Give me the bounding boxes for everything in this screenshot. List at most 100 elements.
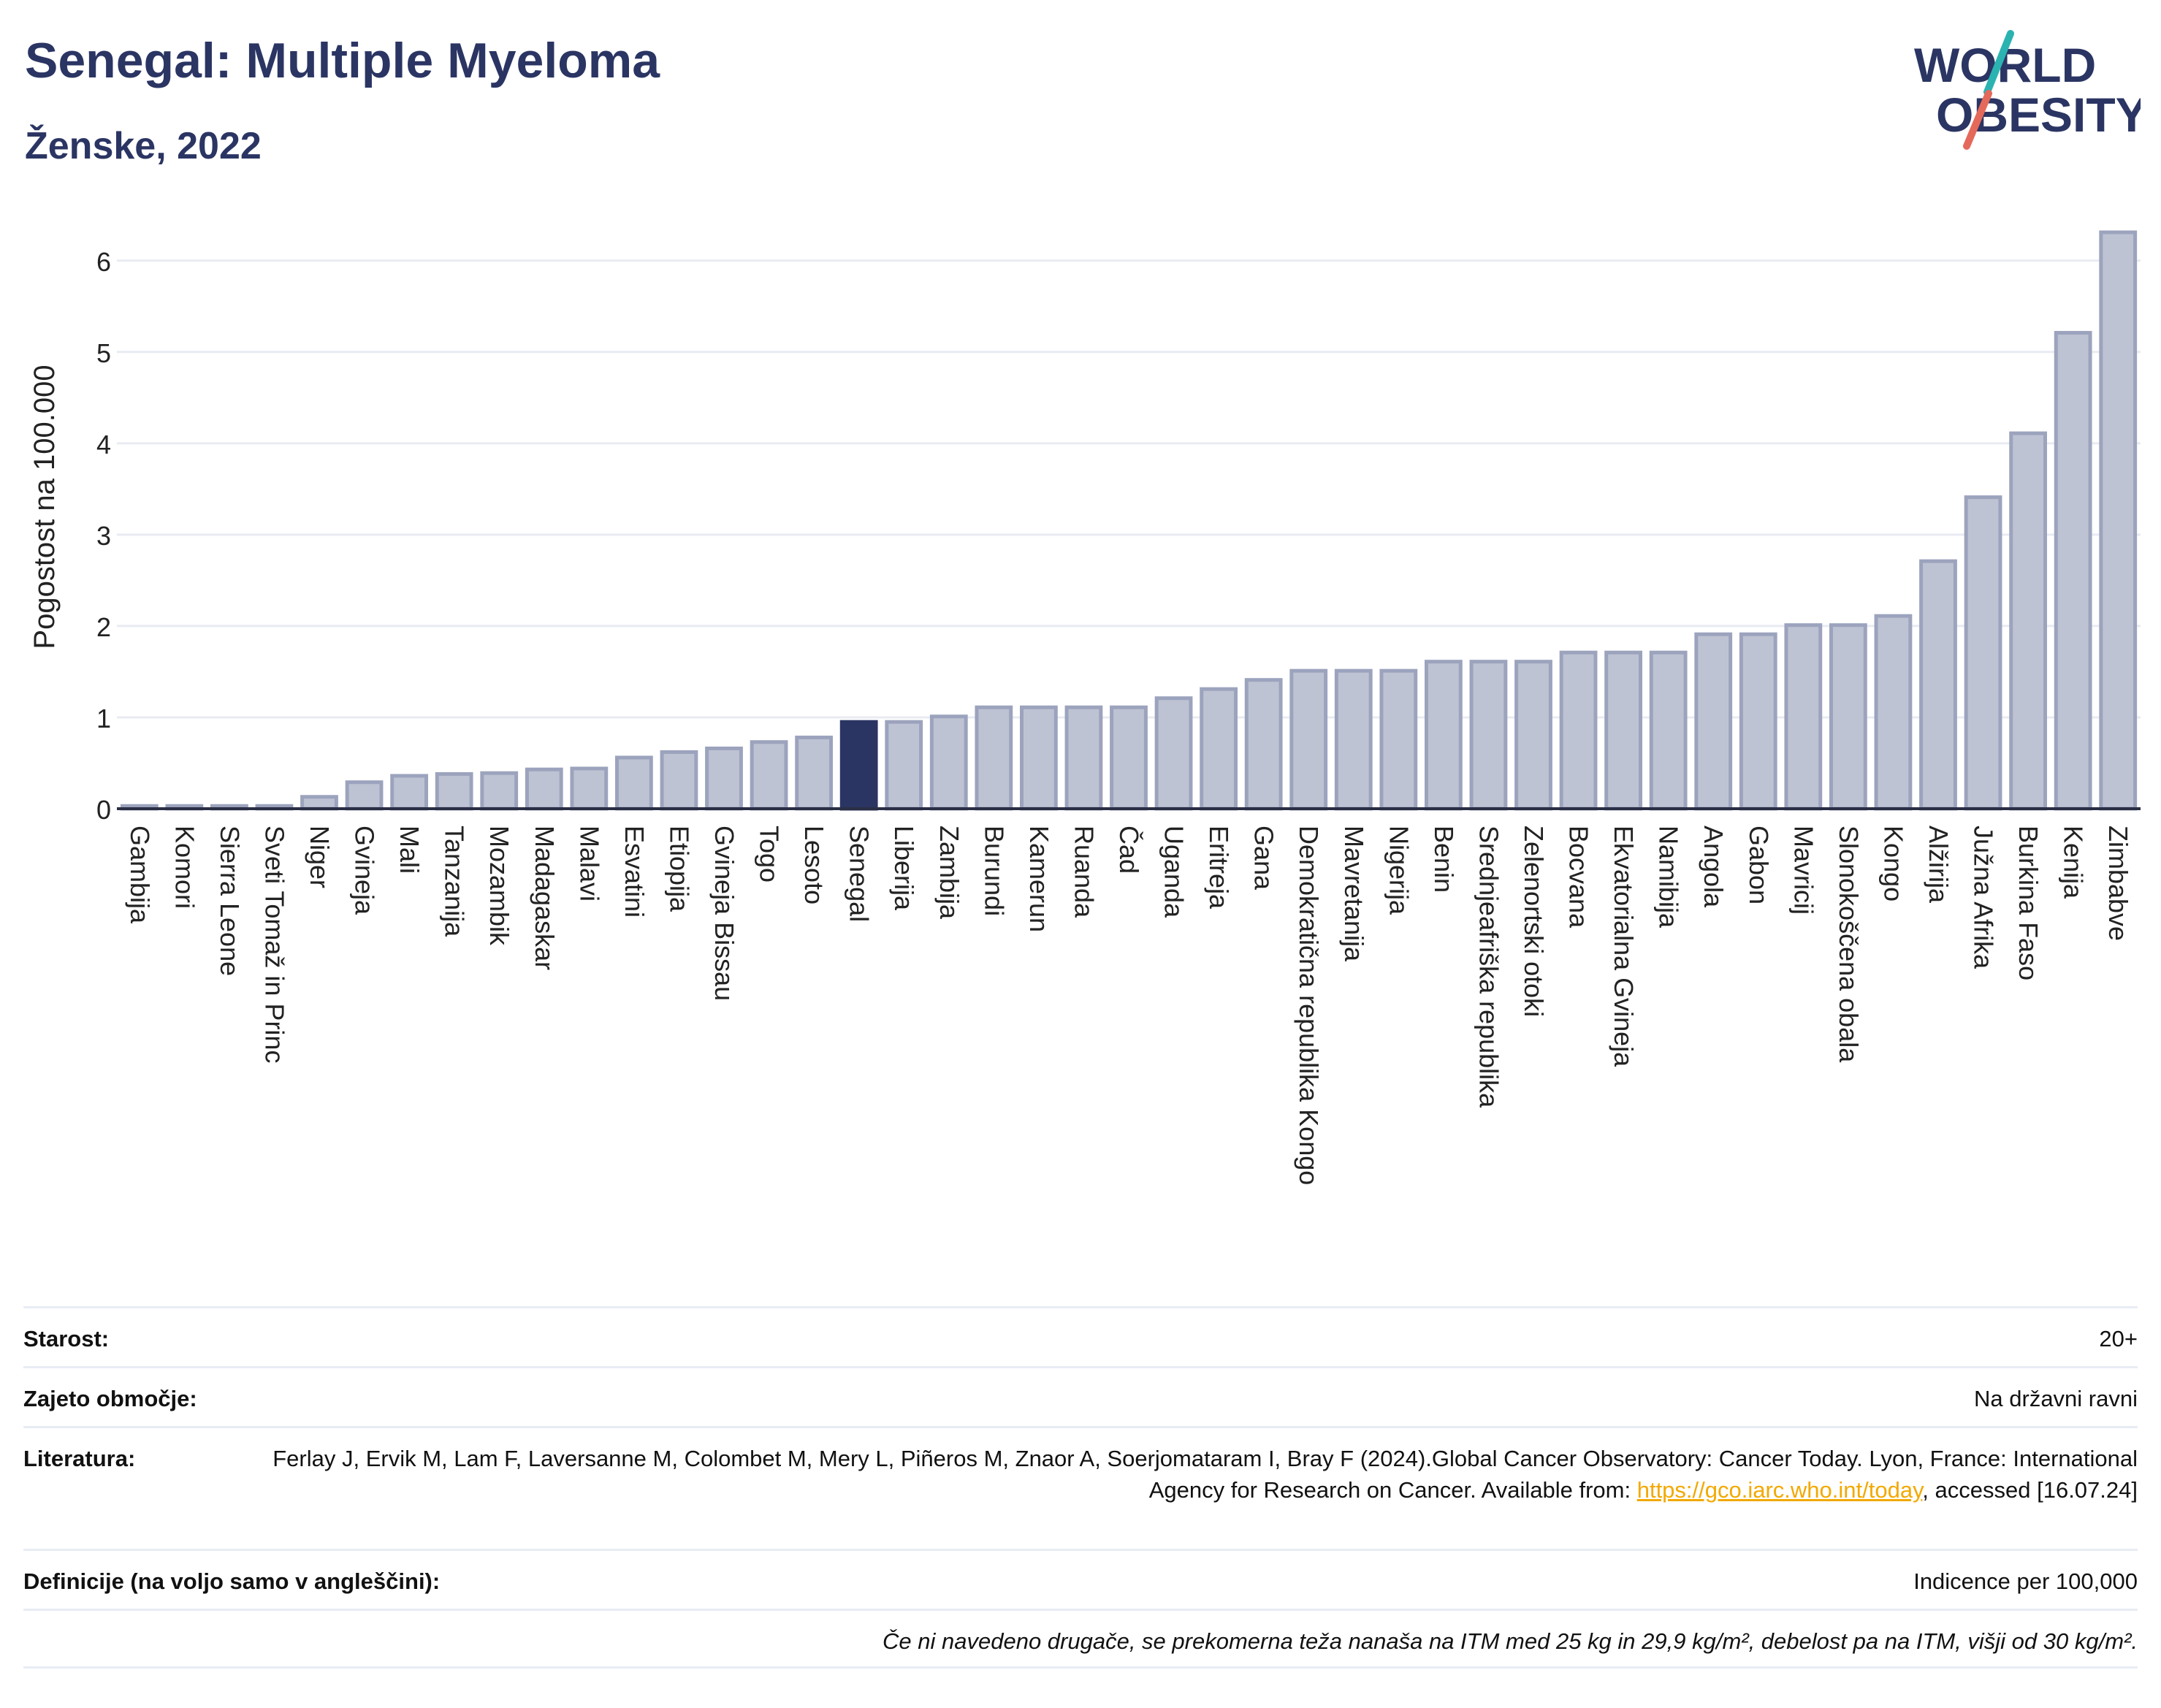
logo-coral-stroke	[1963, 90, 1992, 150]
x-tick-label: Komori	[169, 826, 199, 909]
bar	[1200, 687, 1238, 811]
x-tick-label: Zambija	[934, 826, 964, 920]
x-tick-label: Mavretanija	[1339, 826, 1369, 962]
x-tick-label: Gvineja Bissau	[709, 826, 739, 1001]
bar	[345, 780, 384, 811]
y-tick-label: 3	[96, 521, 111, 551]
bar	[1334, 668, 1373, 811]
x-tick-label: Senegal	[845, 826, 874, 922]
x-tick-label: Mali	[395, 826, 424, 874]
references-link[interactable]: https://gco.iarc.who.int/today	[1636, 1477, 1923, 1503]
info-row-definitions: Definicije (na voljo samo v angleščini):…	[23, 1549, 2138, 1609]
bar	[1919, 559, 1957, 811]
bar	[570, 766, 609, 811]
x-tick-label: Mavricij	[1788, 826, 1818, 915]
info-row-age: Starost: 20+	[23, 1306, 2138, 1366]
x-tick-label: Čad	[1114, 826, 1144, 874]
x-tick-label: Eritreja	[1204, 826, 1234, 910]
x-tick-label: Južna Afrika	[1969, 826, 1999, 969]
bar	[1514, 660, 1552, 811]
bar	[705, 746, 743, 811]
bar	[1739, 632, 1777, 811]
x-tick-label: Alžirija	[1924, 826, 1954, 904]
bar	[1379, 668, 1418, 811]
x-axis-labels: Gambija Komori Sierra Leone Sveti Tomaž in …	[125, 826, 2133, 1185]
bar	[614, 755, 653, 811]
x-tick-label: Malavi	[574, 826, 604, 901]
coverage-value: Na državni ravni	[1974, 1386, 2138, 1411]
references-text: Ferlay J, Ervik M, Lam F, Laversanne M, …	[267, 1443, 2138, 1506]
bar-highlight	[839, 720, 878, 811]
info-row-footnote: Če ni navedeno drugače, se prekomerna te…	[23, 1609, 2138, 1669]
info-row-coverage: Zajeto območje: Na državni ravni	[23, 1366, 2138, 1426]
references-accessed: , accessed [16.07.24]	[1922, 1477, 2138, 1503]
bar	[1424, 660, 1463, 811]
x-tick-label: Sveti Tomaž in Princ	[259, 826, 289, 1063]
y-tick-label: 2	[96, 612, 111, 642]
x-tick-label: Srednjeafriška republika	[1474, 826, 1503, 1108]
bar	[1154, 696, 1193, 811]
x-tick-label: Liberija	[889, 826, 919, 911]
logo-teal-stroke	[1983, 30, 2014, 96]
y-axis-ticks: 0 1 2 3 4 5 6	[96, 247, 111, 825]
x-tick-label: Kamerun	[1024, 826, 1054, 932]
bar	[1019, 705, 1058, 811]
bar	[1874, 614, 1913, 811]
y-tick-label: 4	[96, 430, 111, 460]
world-obesity-logo: WORLD OBESITY	[1914, 30, 2141, 150]
bar	[1559, 650, 1598, 811]
bar	[1829, 623, 1867, 811]
coverage-label: Zajeto območje:	[23, 1386, 197, 1411]
page-title: Senegal: Multiple Myeloma	[25, 33, 660, 88]
bar	[390, 774, 429, 811]
x-tick-label: Madagaskar	[530, 826, 560, 970]
bar	[2099, 230, 2138, 811]
x-tick-label: Burkina Faso	[2013, 826, 2043, 980]
bar	[1964, 495, 2002, 811]
x-tick-label: Mozambik	[484, 826, 514, 946]
x-tick-label: Gabon	[1744, 826, 1774, 904]
bar	[435, 771, 473, 811]
x-tick-label: Gvineja	[350, 826, 380, 915]
bar	[1784, 623, 1823, 811]
x-tick-label: Demokratična republika Kongo	[1294, 826, 1324, 1185]
x-tick-label: Kenija	[2059, 826, 2089, 899]
x-tick-label: Gambija	[125, 826, 155, 924]
x-tick-label: Niger	[305, 826, 335, 888]
age-label: Starost:	[23, 1326, 110, 1351]
x-tick-label: Slonokoščena obala	[1834, 826, 1864, 1063]
x-tick-label: Namibija	[1654, 826, 1684, 929]
bar	[1694, 632, 1733, 811]
x-tick-label: Gana	[1249, 826, 1279, 891]
bars	[120, 230, 2138, 811]
definitions-label: Definicije (na voljo samo v angleščini):	[23, 1568, 441, 1594]
y-tick-label: 5	[96, 338, 111, 368]
x-tick-label: Lesoto	[799, 826, 829, 904]
x-tick-label: Sierra Leone	[215, 826, 245, 976]
y-tick-label: 0	[96, 795, 111, 825]
bar-chart: 0 1 2 3 4 5 6 Gambija Komori Sierra Leone Sveti T…	[28, 230, 2141, 1185]
bar	[300, 795, 338, 811]
info-row-references: Literatura: Ferlay J, Ervik M, Lam F, La…	[23, 1426, 2138, 1549]
page-subtitle: Ženske, 2022	[25, 125, 262, 167]
x-tick-label: Kongo	[1878, 826, 1908, 901]
bar	[1289, 668, 1328, 811]
x-tick-label: Bocvana	[1564, 826, 1594, 929]
y-axis-label: Pogostost na 100.000	[28, 365, 61, 649]
bar	[2009, 431, 2048, 811]
bar	[750, 740, 788, 811]
bar	[480, 771, 519, 811]
references-label: Literatura:	[23, 1446, 136, 1471]
x-tick-label: Benin	[1429, 826, 1459, 893]
y-tick-label: 6	[96, 247, 111, 277]
x-tick-label: Burundi	[979, 826, 1009, 916]
definitions-value: Indicence per 100,000	[1913, 1568, 2138, 1594]
age-value: 20+	[2099, 1326, 2138, 1351]
bar	[660, 750, 698, 811]
x-tick-label: Ekvatorialna Gvineja	[1609, 826, 1639, 1067]
references-body: Ferlay J, Ervik M, Lam F, Laversanne M, …	[272, 1446, 2138, 1503]
x-tick-label: Etiopija	[664, 826, 694, 912]
bar	[1604, 650, 1643, 811]
bar	[975, 705, 1013, 811]
bar	[1064, 705, 1103, 811]
